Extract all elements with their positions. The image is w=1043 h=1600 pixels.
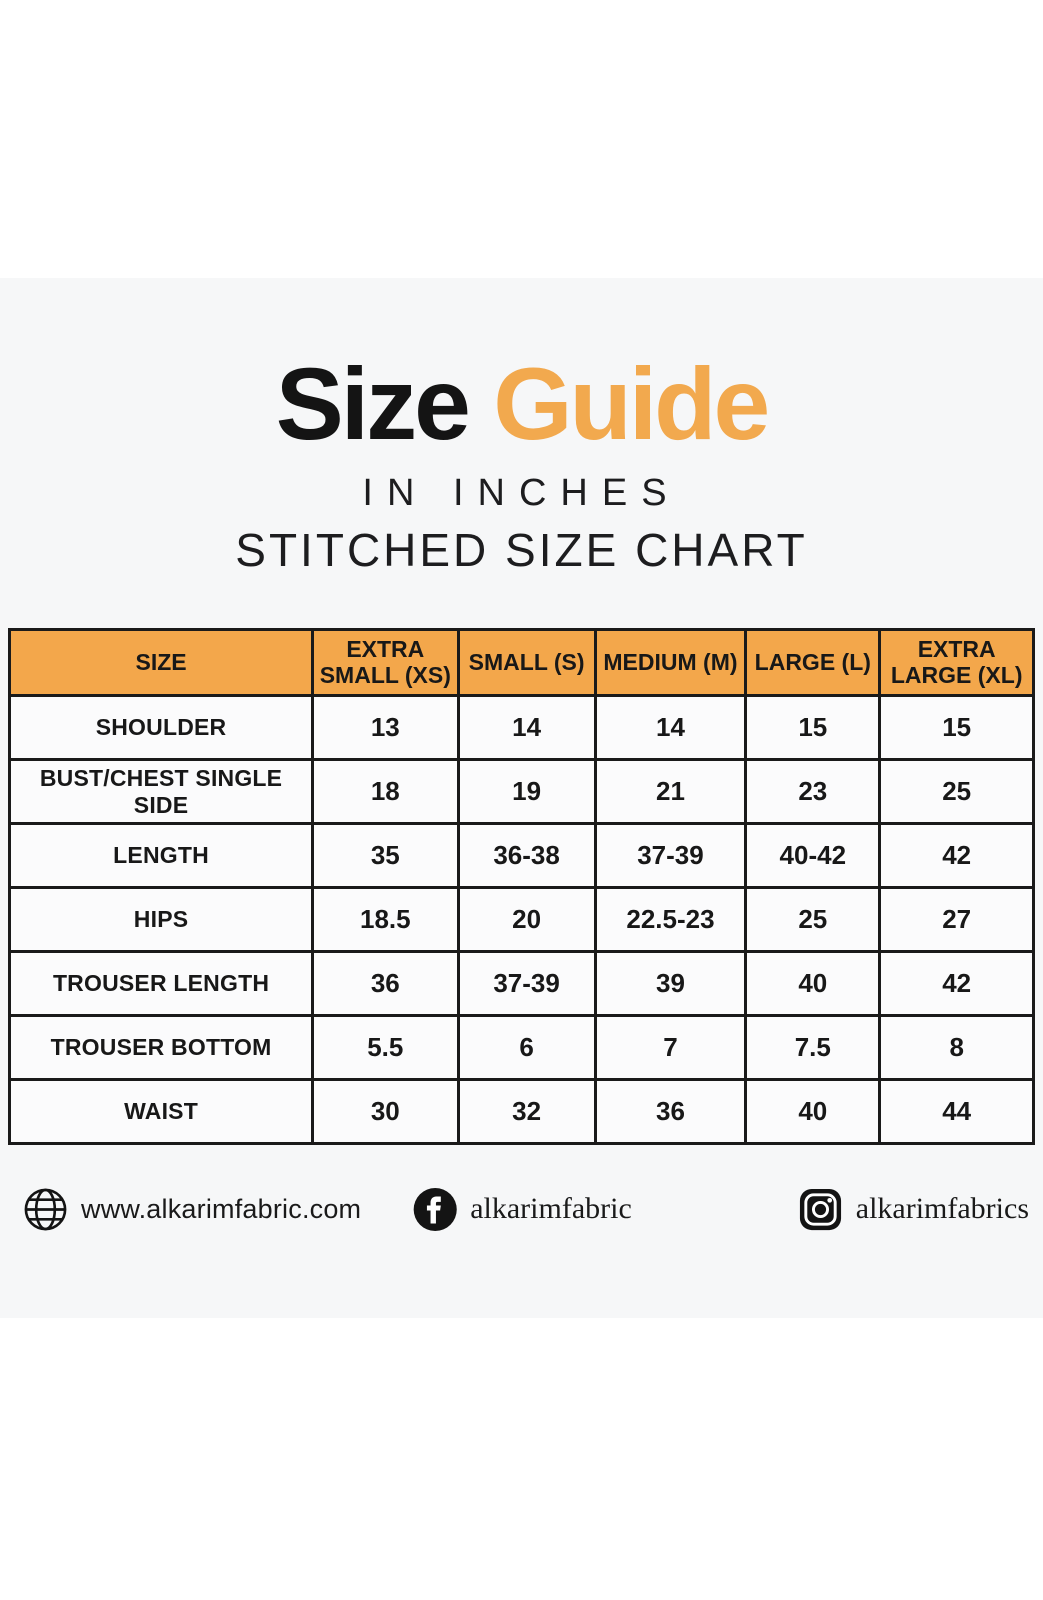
title-block: Size Guide IN INCHES STITCHED SIZE CHART: [0, 352, 1043, 577]
row-label: TROUSER BOTTOM: [7, 1014, 315, 1081]
table-cell: 40: [744, 1078, 882, 1145]
table-cell: 40-42: [744, 822, 882, 889]
instagram-icon: [797, 1186, 844, 1233]
website-link[interactable]: www.alkarimfabric.com: [22, 1184, 361, 1234]
page-title-guide: Guide: [493, 347, 770, 461]
table-cell: 14: [456, 694, 597, 761]
row-label: TROUSER LENGTH: [7, 950, 315, 1017]
table-cell: 25: [744, 886, 882, 953]
website-url: www.alkarimfabric.com: [81, 1193, 362, 1224]
page-title-size: Size: [275, 347, 471, 461]
table-row-bust-chest: BUST/CHEST SINGLE SIDE 18 19 21 23 25: [7, 758, 1035, 825]
page-title: Size Guide: [0, 352, 1043, 456]
table-cell: 19: [456, 758, 597, 825]
subtitle-chart: STITCHED SIZE CHART: [235, 524, 808, 577]
table-cell: 36-38: [456, 822, 597, 889]
row-label: WAIST: [7, 1078, 315, 1145]
row-label: SHOULDER: [7, 694, 315, 761]
table-cell: 32: [456, 1078, 597, 1145]
size-chart-table: SIZE EXTRA SMALL (XS) SMALL (S) MEDIUM (…: [7, 628, 1035, 1145]
table-cell: 7.5: [744, 1014, 882, 1081]
table-cell: 25: [878, 758, 1035, 825]
table-row-length: LENGTH 35 36-38 37-39 40-42 42: [7, 822, 1035, 889]
table-cell: 14: [593, 694, 748, 761]
table-cell: 18: [311, 758, 460, 825]
header-cell-large: LARGE (L): [744, 628, 882, 697]
table-cell: 44: [878, 1078, 1035, 1145]
table-row-trouser-bottom: TROUSER BOTTOM 5.5 6 7 7.5 8: [7, 1014, 1035, 1081]
row-label: HIPS: [7, 886, 315, 953]
table-row-waist: WAIST 30 32 36 40 44: [7, 1078, 1035, 1145]
table-cell: 7: [593, 1014, 748, 1081]
instagram-link[interactable]: alkarimfabrics: [797, 1184, 1029, 1234]
facebook-icon: [411, 1186, 458, 1233]
row-label: LENGTH: [7, 822, 315, 889]
table-cell: 15: [744, 694, 882, 761]
table-row-shoulder: SHOULDER 13 14 14 15 15: [7, 694, 1035, 761]
table-cell: 21: [593, 758, 748, 825]
table-cell: 35: [311, 822, 460, 889]
table-cell: 42: [878, 950, 1035, 1017]
table-cell: 6: [456, 1014, 597, 1081]
table-cell: 20: [456, 886, 597, 953]
table-cell: 15: [878, 694, 1035, 761]
table-row-hips: HIPS 18.5 20 22.5-23 25 27: [7, 886, 1035, 953]
table-cell: 36: [311, 950, 460, 1017]
table-cell: 30: [311, 1078, 460, 1145]
table-header-row: SIZE EXTRA SMALL (XS) SMALL (S) MEDIUM (…: [7, 628, 1035, 697]
globe-icon: [22, 1186, 69, 1233]
subtitle-units: IN INCHES: [362, 472, 681, 515]
table-cell: 23: [744, 758, 882, 825]
table-cell: 39: [593, 950, 748, 1017]
table-cell: 42: [878, 822, 1035, 889]
table-cell: 36: [593, 1078, 748, 1145]
table-cell: 5.5: [311, 1014, 460, 1081]
table-row-trouser-length: TROUSER LENGTH 36 37-39 39 40 42: [7, 950, 1035, 1017]
header-cell-medium: MEDIUM (M): [593, 628, 748, 697]
table-cell: 18.5: [311, 886, 460, 953]
header-cell-extra-small: EXTRA SMALL (XS): [311, 628, 460, 697]
table-cell: 13: [311, 694, 460, 761]
table-cell: 37-39: [593, 822, 748, 889]
facebook-link[interactable]: alkarimfabric: [411, 1184, 632, 1234]
row-label: BUST/CHEST SINGLE SIDE: [7, 758, 315, 825]
header-cell-size: SIZE: [7, 628, 315, 697]
table-cell: 37-39: [456, 950, 597, 1017]
facebook-handle: alkarimfabric: [470, 1192, 632, 1225]
table-cell: 40: [744, 950, 882, 1017]
instagram-handle: alkarimfabrics: [855, 1192, 1029, 1225]
header-cell-extra-large: EXTRA LARGE (XL): [878, 628, 1035, 697]
header-cell-small: SMALL (S): [456, 628, 597, 697]
table-cell: 27: [878, 886, 1035, 953]
table-cell: 22.5-23: [593, 886, 748, 953]
table-cell: 8: [878, 1014, 1035, 1081]
